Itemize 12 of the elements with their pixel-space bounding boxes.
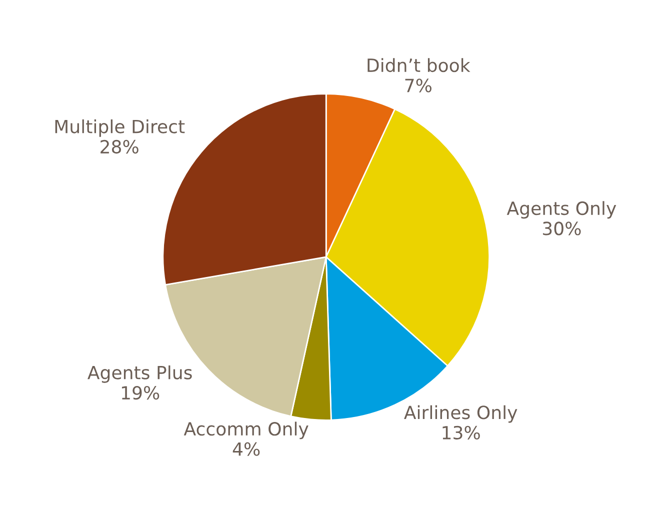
- slice-label: Didn’t book: [368, 58, 470, 72]
- data-label: 30%: [542, 222, 581, 236]
- slice-label: Agents Plus: [88, 365, 192, 383]
- data-label: 28%: [100, 140, 138, 154]
- slice-label: Accomm Only: [184, 422, 308, 440]
- slice-label: Airlines Only: [404, 405, 518, 423]
- data-label: 4%: [232, 442, 260, 456]
- data-label: 13%: [442, 426, 480, 440]
- data-label: 7%: [405, 78, 432, 92]
- slice-label: Multiple Direct: [55, 119, 185, 137]
- data-label: 19%: [122, 386, 160, 400]
- slice-label: Agents Only: [506, 201, 616, 219]
